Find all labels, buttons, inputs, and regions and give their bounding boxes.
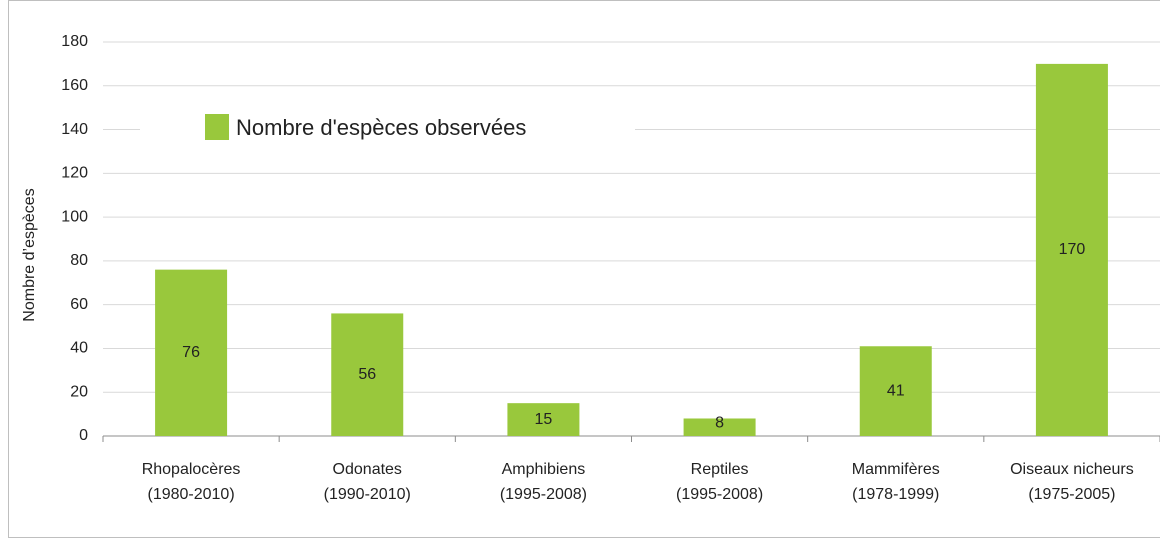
x-tick-label: Rhopalocères xyxy=(142,461,241,478)
bar xyxy=(1035,63,1108,437)
value-label: 8 xyxy=(715,414,724,431)
x-tick-label: (1990-2010) xyxy=(324,486,411,503)
value-label: 41 xyxy=(887,382,905,399)
y-tick-label: 180 xyxy=(61,33,88,50)
x-tick-label: Amphibiens xyxy=(502,461,586,478)
bar xyxy=(331,313,404,436)
x-tick-label: Reptiles xyxy=(691,461,749,478)
y-tick-label: 20 xyxy=(70,383,88,400)
y-tick-label: 160 xyxy=(61,77,88,94)
x-tick-label: Odonates xyxy=(333,461,402,478)
chart-border xyxy=(8,0,1160,538)
y-tick-label: 40 xyxy=(70,340,88,357)
y-axis-label: Nombre d’espèces xyxy=(21,188,38,321)
x-tick-label: (1978-1999) xyxy=(852,486,939,503)
x-tick-label: Mammifères xyxy=(852,461,940,478)
value-label: 15 xyxy=(535,411,553,428)
legend-label: Nombre d'espèces observées xyxy=(236,115,526,140)
y-tick-label: 0 xyxy=(79,427,88,444)
value-label: 76 xyxy=(182,344,200,361)
bar xyxy=(507,403,580,436)
x-tick-label: (1980-2010) xyxy=(147,486,234,503)
value-label: 170 xyxy=(1059,241,1086,258)
bar xyxy=(155,269,228,436)
bar xyxy=(683,418,756,436)
y-tick-label: 60 xyxy=(70,296,88,313)
y-tick-label: 120 xyxy=(61,165,88,182)
y-tick-label: 80 xyxy=(70,252,88,269)
x-tick-label: (1995-2008) xyxy=(676,486,763,503)
y-tick-label: 140 xyxy=(61,121,88,138)
x-tick-label: (1995-2008) xyxy=(500,486,587,503)
bar xyxy=(859,346,932,436)
x-tick-label: Oiseaux nicheurs xyxy=(1010,461,1134,478)
x-tick-label: (1975-2005) xyxy=(1028,486,1115,503)
legend-swatch xyxy=(205,114,229,140)
value-label: 56 xyxy=(358,366,376,383)
y-tick-label: 100 xyxy=(61,208,88,225)
